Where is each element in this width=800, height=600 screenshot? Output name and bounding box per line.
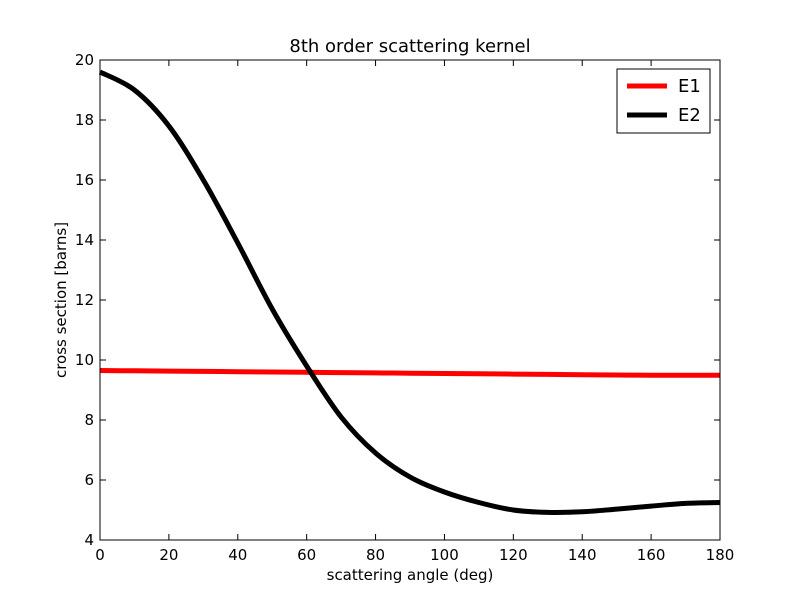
x-tick-label: 20 (159, 546, 178, 564)
x-tick-label: 0 (95, 546, 105, 564)
chart-title: 8th order scattering kernel (289, 36, 530, 57)
y-tick-label: 10 (75, 351, 94, 369)
x-axis-title: scattering angle (deg) (327, 566, 494, 584)
y-tick-label: 6 (84, 471, 94, 489)
y-tick-label: 14 (75, 231, 94, 249)
x-tick-label: 100 (430, 546, 459, 564)
series-line-e1 (99, 368, 720, 378)
x-tick-label: 120 (499, 546, 528, 564)
legend-box (616, 68, 711, 134)
series-layer (98, 69, 721, 516)
x-tick-label: 160 (637, 546, 666, 564)
y-tick-label: 16 (75, 171, 94, 189)
y-tick-label: 4 (84, 531, 94, 549)
series-line-e2 (98, 69, 721, 516)
ticks-layer: 0 20 40 60 80 100 120 140 160 180 4 6 8 10 12 14 16 18 20 (75, 51, 734, 564)
x-tick-label: 180 (706, 546, 735, 564)
x-tick-label: 140 (568, 546, 597, 564)
y-tick-label: 8 (84, 411, 94, 429)
x-tick-label: 80 (366, 546, 385, 564)
y-tick-label: 20 (75, 51, 94, 69)
y-tick-label: 18 (75, 111, 94, 129)
legend-label-e2: E2 (678, 105, 701, 126)
x-tick-label: 40 (228, 546, 247, 564)
x-tick-label: 60 (297, 546, 316, 564)
y-tick-label: 12 (75, 291, 94, 309)
legend-label-e1: E1 (678, 76, 701, 97)
y-axis-title: cross section [barns] (52, 222, 70, 378)
